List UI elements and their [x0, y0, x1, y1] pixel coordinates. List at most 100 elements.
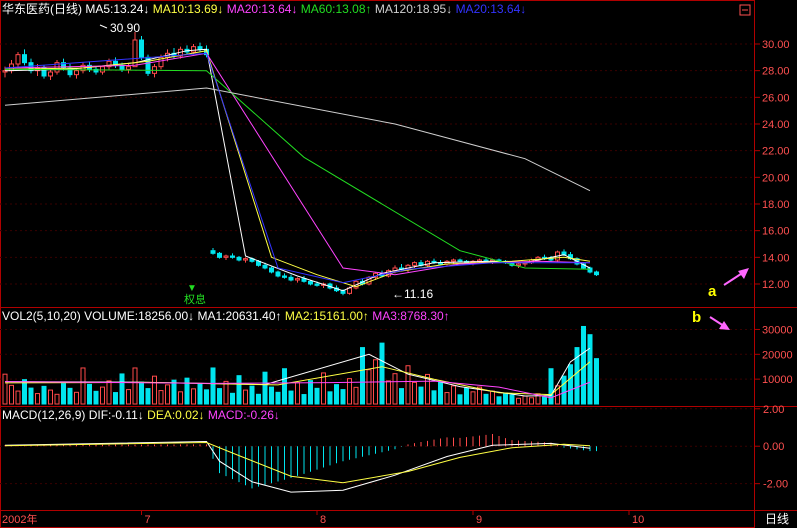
volume-bar	[197, 383, 203, 405]
price-tick-label: 16.00	[762, 226, 790, 238]
candle-body	[295, 278, 300, 281]
volume-bar	[54, 393, 60, 405]
volume-bar	[548, 368, 554, 405]
volume-bar	[126, 389, 131, 405]
volume-bar	[334, 384, 339, 405]
volume-tick-label: 30000	[762, 324, 793, 336]
volume-bar	[327, 391, 333, 405]
volume-bar	[132, 367, 138, 405]
legend-entry: VOLUME:18256.00↓	[84, 309, 197, 323]
volume-bar	[9, 384, 14, 405]
volume-bar	[145, 388, 151, 405]
legend-entry: MA2:15161.00↑	[285, 309, 372, 323]
macd-dif-line	[4, 440, 591, 493]
volume-bar	[15, 390, 21, 405]
candle-body	[210, 250, 216, 254]
candle-body	[308, 280, 313, 285]
marker-b-arrow-icon	[709, 316, 730, 330]
candle-body	[288, 276, 294, 281]
volume-bar	[594, 358, 599, 405]
volume-bar	[366, 369, 372, 405]
volume-bar	[457, 394, 463, 405]
volume-bar	[321, 372, 326, 405]
volume-bar	[2, 373, 8, 405]
volume-bar	[314, 387, 320, 405]
volume-bar	[256, 393, 261, 405]
volume-bar	[347, 378, 352, 405]
price-tick-label: 30.00	[762, 39, 790, 51]
volume-bar	[191, 388, 196, 405]
macd-tick-label: 2.00	[763, 404, 784, 416]
volume-bar	[522, 395, 528, 405]
candle-body	[191, 46, 196, 53]
candle-body	[223, 255, 229, 258]
price-tick-label: 22.00	[762, 146, 790, 158]
volume-bar	[41, 385, 47, 405]
volume-bar	[249, 385, 255, 405]
candle-body	[48, 71, 53, 77]
volume-bar	[139, 381, 144, 405]
volume-bar	[119, 373, 125, 405]
volume-bar	[171, 379, 177, 405]
volume-bar	[204, 389, 209, 405]
price-tick-label: 28.00	[762, 66, 790, 78]
volume-bar	[210, 367, 216, 405]
legend-entry: 华东医药(日线)	[2, 2, 85, 16]
volume-bar	[223, 380, 229, 405]
volume-bar	[425, 373, 430, 405]
volume-bar	[87, 383, 92, 405]
candle-body	[74, 70, 79, 76]
volume-bar	[464, 387, 469, 405]
volume-bar	[152, 375, 157, 405]
volume-axis-labels: 10000 20000 30000	[755, 324, 793, 386]
volume-bar	[581, 325, 586, 405]
volume-bar	[275, 391, 281, 405]
marker-a-arrow-icon	[723, 268, 749, 286]
price-tick-label: 12.00	[762, 279, 790, 291]
candle-body	[282, 275, 287, 278]
candle-body	[158, 56, 164, 68]
price-tick-label: 24.00	[762, 119, 790, 131]
price-tick-label: 20.00	[762, 172, 790, 184]
ma60-line	[4, 68, 591, 270]
legend-entry: MACD:-0.26↓	[208, 408, 280, 422]
volume-bar	[295, 382, 300, 405]
volume-bar	[451, 385, 456, 405]
volume-bar	[35, 393, 40, 405]
legend-entry: MA10:13.69↓	[153, 2, 227, 16]
candle-body	[100, 66, 105, 73]
volume-bar	[93, 390, 99, 405]
macd-histogram	[4, 434, 597, 489]
volume-bar	[262, 371, 268, 405]
volume-bar	[399, 388, 404, 405]
time-tick-label: 10	[632, 514, 644, 526]
volume-bar	[301, 394, 307, 405]
volume-bar	[74, 391, 79, 405]
price-axis-labels: 12.00 14.00 16.00 18.00 20.00 22.00 24.00 26.00…	[755, 39, 790, 291]
volume-bar	[529, 397, 534, 405]
ma10-line	[4, 50, 591, 288]
candle-body	[269, 267, 274, 273]
time-tick-label: 8	[320, 514, 326, 526]
volume-bar	[22, 379, 27, 405]
period-label: 日线	[765, 512, 789, 526]
volume-bar	[269, 386, 274, 405]
volume-tick-label: 10000	[762, 374, 793, 386]
marker-a: a	[708, 283, 717, 300]
volume-grid	[0, 328, 755, 380]
candle-body	[217, 252, 222, 258]
volume-tick-label: 20000	[762, 349, 793, 361]
legend-row: MACD(12,26,9) DIF:-0.11↓ DEA:0.02↓ MACD:…	[2, 408, 280, 422]
volume-bar	[236, 375, 242, 405]
candle-body	[594, 271, 599, 276]
macd-axis-labels: -2.00 0.00 2.00	[755, 404, 788, 491]
scroll-box-icon[interactable]	[739, 4, 751, 16]
candle-body	[516, 263, 521, 266]
volume-bar	[568, 364, 573, 405]
candle-body	[15, 54, 21, 65]
volume-bar	[243, 389, 248, 405]
legend-entry: MA20:13.64↓	[227, 2, 301, 16]
candle-body	[275, 271, 281, 277]
volume-bar	[217, 388, 222, 405]
volume-bar	[184, 377, 190, 405]
